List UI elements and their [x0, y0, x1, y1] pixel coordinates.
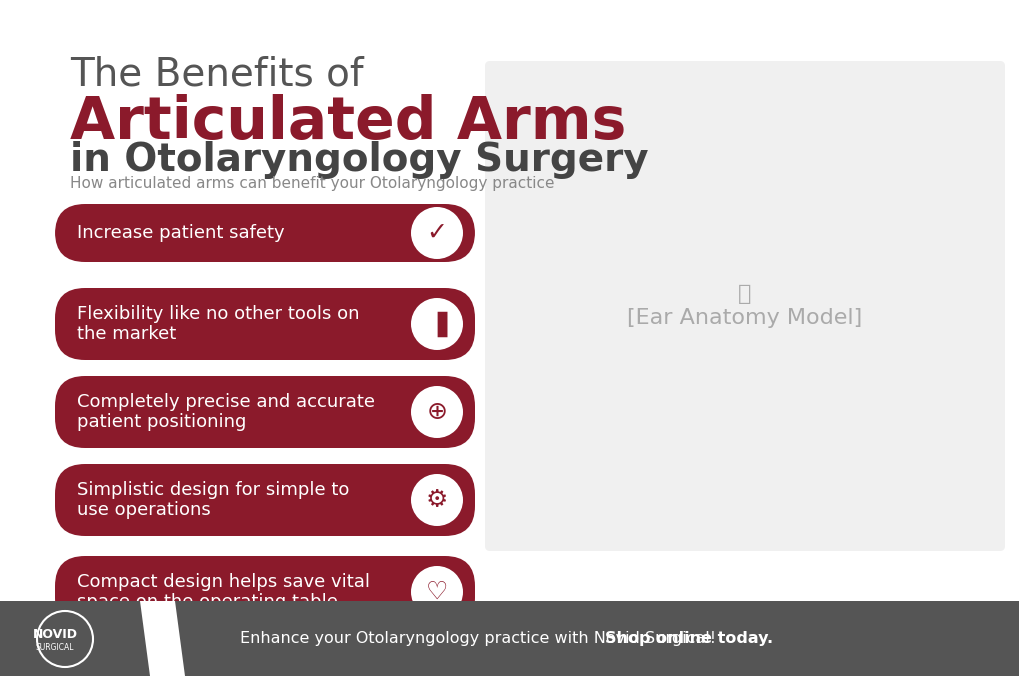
Text: ♡: ♡: [425, 580, 447, 604]
Text: ▐: ▐: [427, 311, 446, 337]
Text: SURGICAL: SURGICAL: [36, 644, 74, 652]
Text: Articulated Arms: Articulated Arms: [70, 94, 626, 151]
Text: ⚙: ⚙: [425, 488, 447, 512]
FancyBboxPatch shape: [0, 601, 1019, 676]
Polygon shape: [140, 601, 184, 676]
FancyBboxPatch shape: [55, 204, 475, 262]
Text: Simplistic design for simple to
use operations: Simplistic design for simple to use oper…: [76, 481, 350, 519]
FancyBboxPatch shape: [55, 376, 475, 448]
Text: How articulated arms can benefit your Otolaryngology practice: How articulated arms can benefit your Ot…: [70, 176, 554, 191]
FancyBboxPatch shape: [55, 288, 475, 360]
Text: Flexibility like no other tools on
the market: Flexibility like no other tools on the m…: [76, 305, 359, 343]
Text: Enhance your Otolaryngology practice with Novid Surgical!: Enhance your Otolaryngology practice wit…: [239, 631, 720, 646]
Text: ✓: ✓: [426, 221, 447, 245]
Circle shape: [411, 386, 463, 438]
Circle shape: [411, 207, 463, 259]
Text: ⊕: ⊕: [426, 400, 447, 424]
Circle shape: [411, 566, 463, 618]
Text: NOVID: NOVID: [33, 627, 77, 640]
Circle shape: [411, 298, 463, 350]
Text: The Benefits of: The Benefits of: [70, 56, 363, 94]
Circle shape: [411, 474, 463, 526]
FancyBboxPatch shape: [55, 464, 475, 536]
Text: Compact design helps save vital
space on the operating table: Compact design helps save vital space on…: [76, 573, 370, 611]
Text: in Otolaryngology Surgery: in Otolaryngology Surgery: [70, 141, 648, 179]
Text: 🦻
[Ear Anatomy Model]: 🦻 [Ear Anatomy Model]: [627, 285, 862, 328]
FancyBboxPatch shape: [484, 61, 1004, 551]
Text: Completely precise and accurate
patient positioning: Completely precise and accurate patient …: [76, 393, 375, 431]
Text: Increase patient safety: Increase patient safety: [76, 224, 284, 242]
Text: Shop online today.: Shop online today.: [605, 631, 772, 646]
FancyBboxPatch shape: [55, 556, 475, 628]
